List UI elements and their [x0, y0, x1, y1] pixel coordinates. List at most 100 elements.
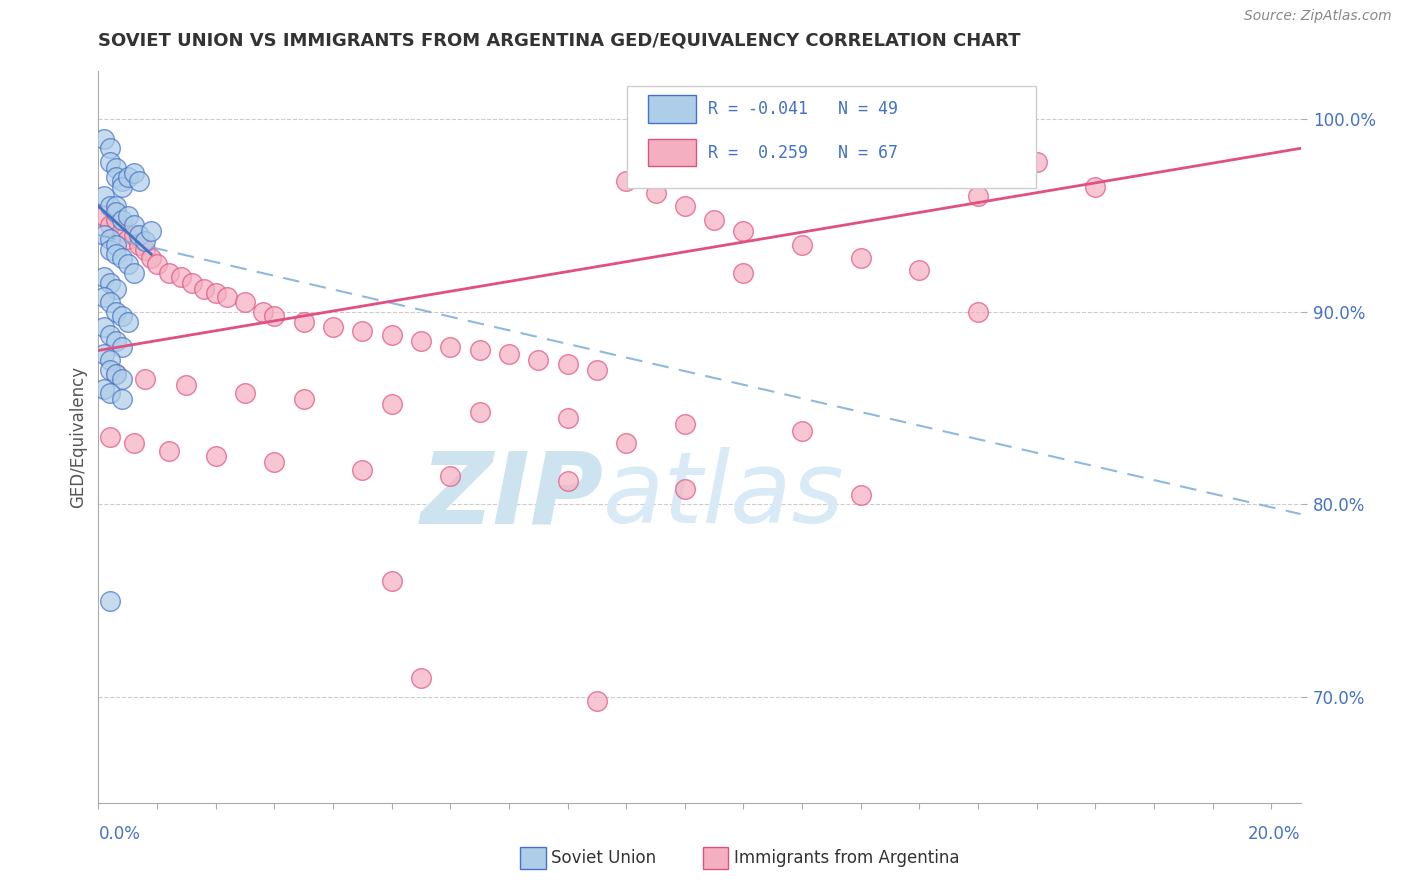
- Point: [111, 251, 134, 265]
- Point: [128, 174, 150, 188]
- Text: Soviet Union: Soviet Union: [551, 849, 657, 867]
- Point: [614, 174, 637, 188]
- Point: [967, 305, 990, 319]
- Point: [105, 212, 128, 227]
- Point: [849, 251, 872, 265]
- Point: [263, 309, 285, 323]
- Text: SOVIET UNION VS IMMIGRANTS FROM ARGENTINA GED/EQUIVALENCY CORRELATION CHART: SOVIET UNION VS IMMIGRANTS FROM ARGENTIN…: [98, 31, 1021, 49]
- Point: [122, 219, 145, 233]
- Point: [468, 405, 491, 419]
- Point: [98, 219, 121, 233]
- Point: [703, 212, 725, 227]
- Point: [105, 247, 128, 261]
- Point: [644, 186, 666, 200]
- Point: [557, 410, 579, 425]
- Point: [439, 468, 461, 483]
- Point: [98, 276, 121, 290]
- Point: [409, 671, 432, 685]
- Point: [93, 270, 115, 285]
- Point: [117, 209, 139, 223]
- Point: [292, 392, 315, 406]
- Text: atlas: atlas: [603, 447, 845, 544]
- Text: R = -0.041   N = 49: R = -0.041 N = 49: [707, 100, 898, 118]
- Point: [105, 367, 128, 381]
- Point: [117, 315, 139, 329]
- Y-axis label: GED/Equivalency: GED/Equivalency: [69, 366, 87, 508]
- Point: [204, 450, 226, 464]
- Point: [673, 482, 696, 496]
- Point: [111, 309, 134, 323]
- Point: [105, 282, 128, 296]
- Text: Immigrants from Argentina: Immigrants from Argentina: [734, 849, 959, 867]
- Point: [673, 199, 696, 213]
- Text: Source: ZipAtlas.com: Source: ZipAtlas.com: [1244, 9, 1392, 23]
- Point: [468, 343, 491, 358]
- Point: [134, 234, 156, 248]
- Point: [93, 347, 115, 361]
- Point: [217, 289, 239, 303]
- Point: [111, 174, 134, 188]
- Point: [93, 132, 115, 146]
- Point: [790, 237, 813, 252]
- Point: [169, 270, 191, 285]
- Point: [322, 320, 344, 334]
- Point: [498, 347, 520, 361]
- Point: [93, 227, 115, 242]
- Point: [111, 212, 134, 227]
- Point: [141, 224, 163, 238]
- Point: [157, 443, 180, 458]
- Point: [111, 224, 134, 238]
- Point: [790, 425, 813, 439]
- Point: [93, 289, 115, 303]
- Point: [381, 328, 404, 343]
- Point: [176, 378, 198, 392]
- Point: [98, 328, 121, 343]
- Point: [98, 362, 121, 376]
- Point: [117, 170, 139, 185]
- Text: ZIP: ZIP: [420, 447, 603, 544]
- Point: [409, 334, 432, 348]
- Point: [157, 267, 180, 281]
- Bar: [648, 95, 696, 122]
- Point: [204, 285, 226, 300]
- Point: [352, 324, 374, 338]
- Point: [98, 244, 121, 258]
- Point: [98, 593, 121, 607]
- Point: [557, 357, 579, 371]
- Point: [111, 392, 134, 406]
- Point: [93, 209, 115, 223]
- Point: [352, 463, 374, 477]
- Point: [105, 199, 128, 213]
- Point: [527, 353, 550, 368]
- Point: [105, 161, 128, 175]
- Point: [146, 257, 169, 271]
- Point: [233, 385, 256, 400]
- Point: [122, 166, 145, 180]
- Point: [181, 276, 204, 290]
- Point: [733, 224, 755, 238]
- Point: [263, 455, 285, 469]
- Point: [98, 199, 121, 213]
- Point: [105, 237, 128, 252]
- Point: [93, 189, 115, 203]
- Point: [193, 282, 215, 296]
- Point: [98, 430, 121, 444]
- Point: [117, 232, 139, 246]
- Point: [381, 574, 404, 589]
- Point: [908, 262, 931, 277]
- Text: 0.0%: 0.0%: [98, 825, 141, 843]
- Point: [292, 315, 315, 329]
- Text: R =  0.259   N = 67: R = 0.259 N = 67: [707, 144, 898, 161]
- Point: [122, 267, 145, 281]
- Point: [98, 385, 121, 400]
- Point: [111, 372, 134, 386]
- Point: [586, 694, 609, 708]
- Point: [233, 295, 256, 310]
- Point: [105, 367, 128, 381]
- Point: [849, 488, 872, 502]
- Point: [105, 334, 128, 348]
- Text: 20.0%: 20.0%: [1249, 825, 1301, 843]
- Point: [117, 257, 139, 271]
- FancyBboxPatch shape: [627, 86, 1036, 188]
- Point: [98, 353, 121, 368]
